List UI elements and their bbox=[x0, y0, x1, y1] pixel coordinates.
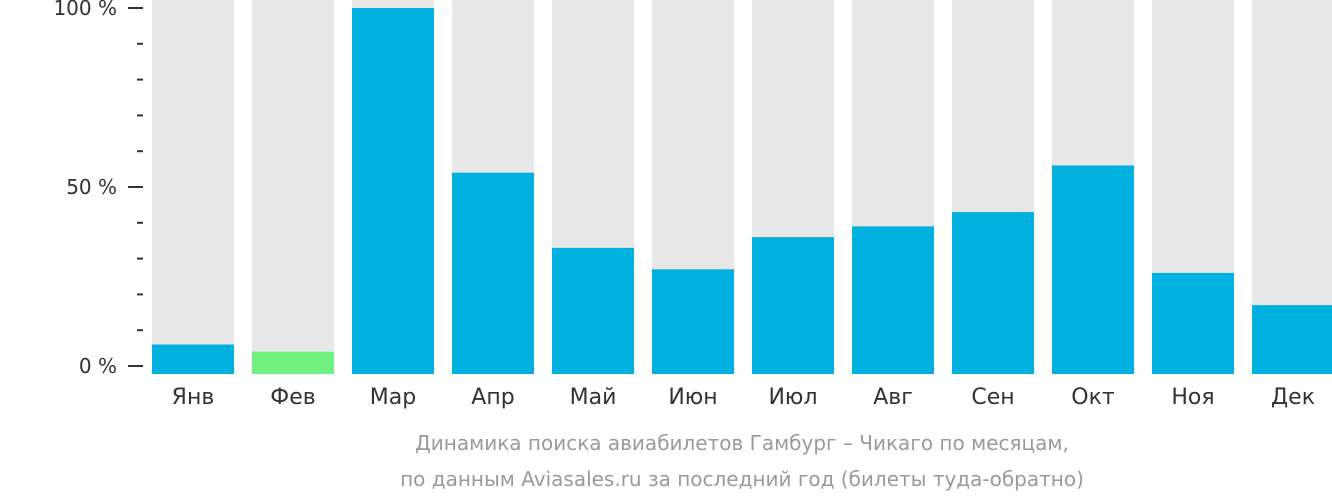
bar bbox=[852, 226, 934, 374]
x-axis-category-label: Май bbox=[570, 385, 617, 410]
x-axis-category-label: Июн bbox=[668, 385, 717, 410]
x-axis-category-label: Мар bbox=[370, 385, 416, 410]
x-axis-category-label: Сен bbox=[971, 385, 1014, 410]
bar-chart: 0 % 50 % 100 % Янв Фев Мар Апр Май Июн Июл Авг Сен О… bbox=[53, 0, 1332, 410]
bar bbox=[652, 269, 734, 374]
bar bbox=[252, 351, 334, 374]
bar bbox=[452, 172, 534, 374]
x-axis-category-label: Авг bbox=[873, 385, 913, 410]
bar-track bbox=[152, 0, 234, 374]
x-axis-category-label: Янв bbox=[172, 385, 215, 410]
y-axis-tick-label: 0 % bbox=[79, 354, 117, 378]
bar bbox=[952, 212, 1034, 374]
bar bbox=[752, 237, 834, 374]
bar bbox=[152, 344, 234, 374]
x-axis-category-label: Фев bbox=[270, 385, 315, 410]
x-axis-category-label: Июл bbox=[768, 385, 817, 410]
bar bbox=[1252, 305, 1332, 374]
x-axis-category-label: Окт bbox=[1071, 385, 1115, 410]
x-axis-category-label: Апр bbox=[471, 385, 514, 410]
x-axis-category-label: Дек bbox=[1271, 385, 1315, 410]
x-axis-category-label: Ноя bbox=[1171, 385, 1214, 410]
bar bbox=[1152, 272, 1234, 374]
bar bbox=[552, 247, 634, 374]
chart-caption-line-2: по данным Aviasales.ru за последний год … bbox=[400, 467, 1084, 491]
chart-caption-line-1: Динамика поиска авиабилетов Гамбург – Чи… bbox=[415, 431, 1069, 455]
y-axis-tick-label: 50 % bbox=[66, 175, 117, 199]
bar-track bbox=[252, 0, 334, 374]
bar bbox=[352, 8, 434, 374]
y-axis-tick-label: 100 % bbox=[53, 0, 117, 20]
bar bbox=[1052, 165, 1134, 374]
